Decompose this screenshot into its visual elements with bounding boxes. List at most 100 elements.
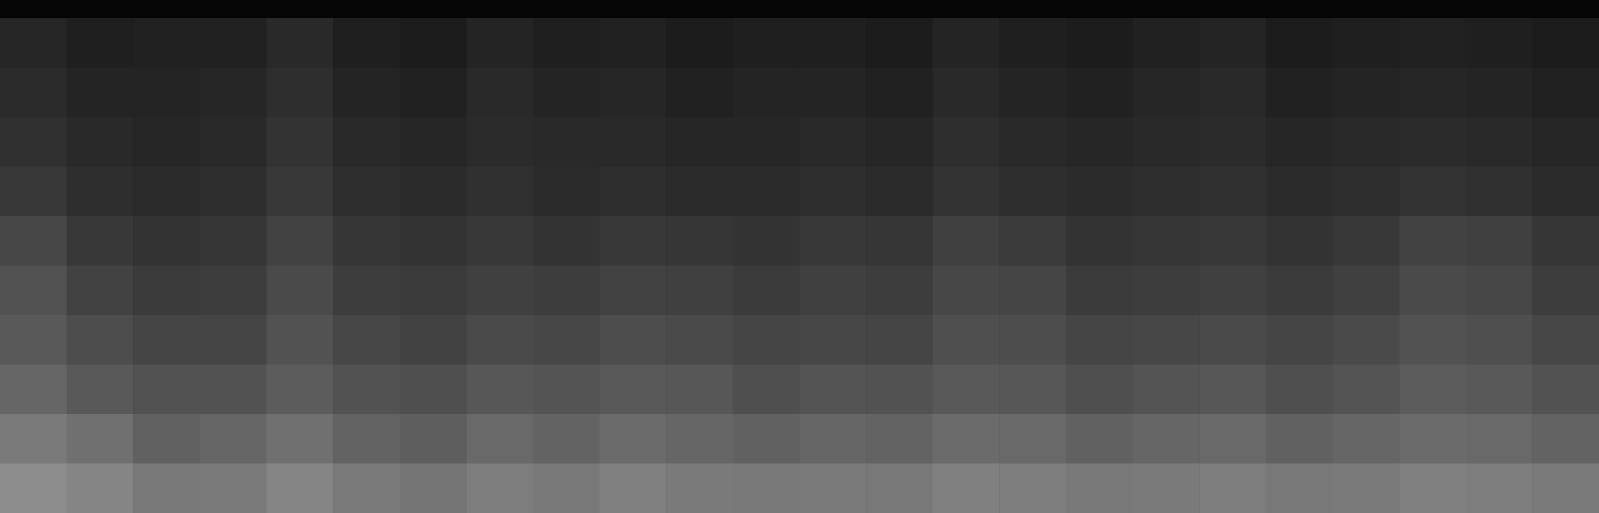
heatmap-cell — [933, 464, 1000, 513]
heatmap-cell — [666, 365, 733, 415]
heatmap-cell — [67, 414, 134, 464]
heatmap-cell — [1466, 68, 1533, 118]
heatmap-cell — [333, 216, 400, 266]
heatmap-cell — [1266, 315, 1333, 365]
heatmap-cell — [1266, 216, 1333, 266]
heatmap-cell — [1466, 167, 1533, 217]
heatmap-cell — [800, 117, 867, 167]
heatmap-cell — [200, 18, 267, 68]
heatmap-cell — [466, 414, 533, 464]
heatmap-cell — [1266, 266, 1333, 316]
heatmap-cell — [866, 216, 933, 266]
heatmap-cell — [1199, 167, 1266, 217]
heatmap-cell — [999, 365, 1066, 415]
heatmap-cell — [1532, 414, 1599, 464]
heatmap-cell — [0, 167, 67, 217]
heatmap-cell — [1133, 216, 1200, 266]
heatmap-cell — [1333, 68, 1400, 118]
heatmap-cell — [1133, 68, 1200, 118]
heatmap-cell — [133, 18, 200, 68]
heatmap-cell — [533, 167, 600, 217]
heatmap-cell — [933, 315, 1000, 365]
heatmap-cell — [533, 18, 600, 68]
heatmap-cell — [1266, 365, 1333, 415]
heatmap-cell — [1199, 216, 1266, 266]
heatmap-cell — [1266, 68, 1333, 118]
heatmap-cell — [466, 18, 533, 68]
heatmap-cell — [1266, 18, 1333, 68]
heatmap-cell — [1399, 68, 1466, 118]
heatmap-cell — [0, 68, 67, 118]
heatmap-cell — [67, 315, 134, 365]
heatmap-cell — [67, 167, 134, 217]
heatmap-cell — [466, 117, 533, 167]
heatmap-cell — [133, 266, 200, 316]
heatmap-cell — [67, 266, 134, 316]
heatmap-cell — [600, 365, 667, 415]
heatmap-cell — [1532, 216, 1599, 266]
heatmap-cell — [0, 18, 67, 68]
heatmap-cell — [1532, 68, 1599, 118]
heatmap-cell — [333, 167, 400, 217]
heatmap-cell — [999, 117, 1066, 167]
heatmap-cell — [67, 464, 134, 513]
heatmap-cell — [600, 414, 667, 464]
heatmap-cell — [1532, 117, 1599, 167]
heatmap-cell — [999, 464, 1066, 513]
heatmap-cell — [1066, 117, 1133, 167]
heatmap-cell — [1066, 216, 1133, 266]
heatmap-cell — [1532, 464, 1599, 513]
heatmap-cell — [866, 464, 933, 513]
heatmap-cell — [933, 117, 1000, 167]
heatmap-cell — [666, 315, 733, 365]
heatmap-cell — [200, 315, 267, 365]
heatmap-cell — [200, 167, 267, 217]
heatmap-cell — [0, 216, 67, 266]
heatmap-cell — [1532, 266, 1599, 316]
heatmap-cell — [200, 216, 267, 266]
heatmap-cell — [466, 167, 533, 217]
heatmap-cell — [1333, 315, 1400, 365]
heatmap-cell — [866, 18, 933, 68]
heatmap-cell — [1532, 315, 1599, 365]
heatmap-cell — [600, 68, 667, 118]
heatmap-cell — [1066, 414, 1133, 464]
heatmap-cell — [1133, 365, 1200, 415]
heatmap-cell — [533, 117, 600, 167]
heatmap-cell — [733, 315, 800, 365]
heatmap-cell — [267, 315, 334, 365]
heatmap-cell — [400, 216, 467, 266]
heatmap-cell — [533, 68, 600, 118]
heatmap-cell — [1066, 167, 1133, 217]
heatmap-cell — [1199, 117, 1266, 167]
heatmap-cell — [133, 117, 200, 167]
heatmap-cell — [733, 68, 800, 118]
heatmap-cell — [200, 365, 267, 415]
cells — [0, 18, 1599, 513]
heatmap-cell — [533, 315, 600, 365]
heatmap-cell — [1266, 117, 1333, 167]
heatmap-cell — [800, 464, 867, 513]
heatmap-cell — [866, 117, 933, 167]
heatmap-cell — [466, 365, 533, 415]
heatmap-cell — [200, 117, 267, 167]
heatmap-cell — [1133, 167, 1200, 217]
heatmap-cell — [200, 464, 267, 513]
heatmap-cell — [200, 266, 267, 316]
heatmap-cell — [267, 464, 334, 513]
heatmap-cell — [1199, 68, 1266, 118]
heatmap-cell — [733, 216, 800, 266]
heatmap-cell — [133, 315, 200, 365]
heatmap-cell — [866, 315, 933, 365]
background — [0, 0, 1599, 513]
heatmap-cell — [0, 365, 67, 415]
heatmap-cell — [1199, 365, 1266, 415]
heatmap-cell — [733, 365, 800, 415]
heatmap-cell — [1333, 464, 1400, 513]
heatmap-cell — [533, 464, 600, 513]
heatmap-cell — [1133, 464, 1200, 513]
heatmap-cell — [800, 167, 867, 217]
heatmap-cell — [133, 167, 200, 217]
heatmap-cell — [67, 365, 134, 415]
heatmap-cell — [600, 18, 667, 68]
